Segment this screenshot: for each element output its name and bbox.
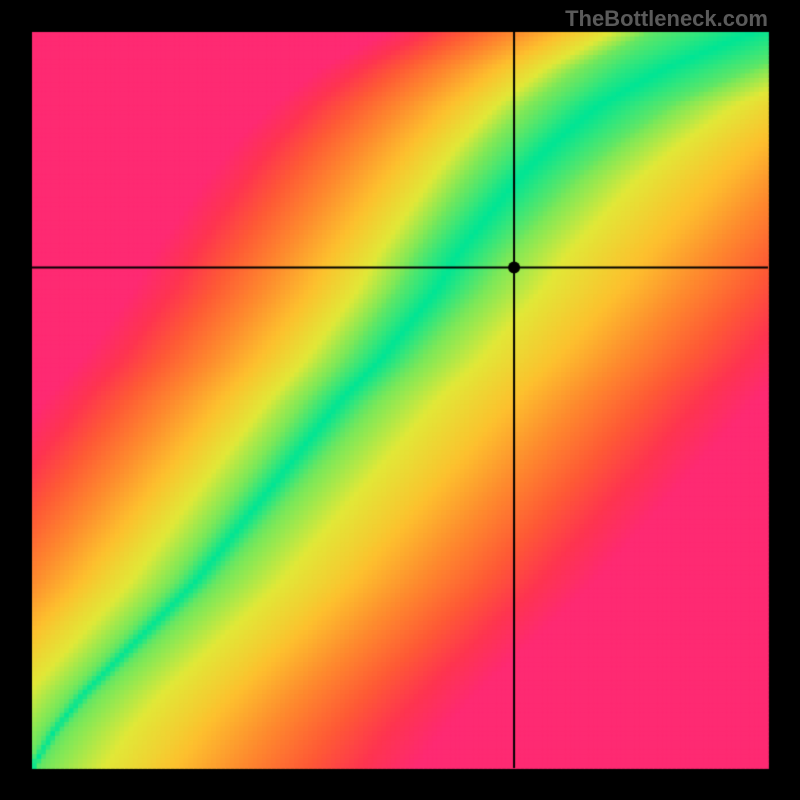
watermark-text: TheBottleneck.com: [565, 6, 768, 32]
bottleneck-heatmap: [0, 0, 800, 800]
